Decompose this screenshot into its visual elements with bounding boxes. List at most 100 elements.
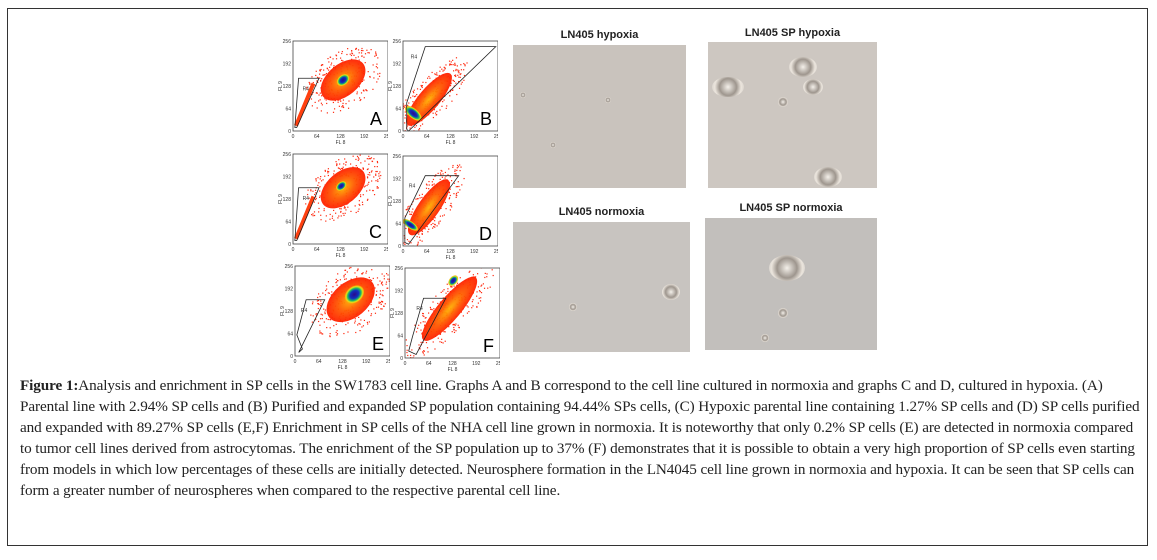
x-tick-label: 128 xyxy=(336,134,345,140)
x-axis-label: FL 8 xyxy=(448,367,458,372)
gate-label: R4 xyxy=(303,196,310,202)
x-tick-label: 256 xyxy=(386,359,390,365)
gate-r4 xyxy=(296,299,326,353)
y-tick-label: 0 xyxy=(398,244,401,250)
neurosphere xyxy=(605,97,611,103)
photo-title-hypoxia: LN405 hypoxia xyxy=(560,29,639,41)
y-tick-label: 128 xyxy=(285,309,294,315)
y-tick-label: 64 xyxy=(395,107,401,113)
y-tick-label: 64 xyxy=(397,334,403,340)
x-tick-label: 192 xyxy=(360,134,369,140)
x-tick-label: 64 xyxy=(424,249,430,255)
x-tick-label: 0 xyxy=(292,247,295,253)
y-tick-label: 64 xyxy=(395,222,401,228)
panel-letter: C xyxy=(369,222,382,242)
x-tick-label: 192 xyxy=(472,361,481,367)
plot-axes xyxy=(292,153,388,245)
x-tick-label: 64 xyxy=(316,359,322,365)
x-tick-label: 128 xyxy=(338,359,347,365)
neurosphere xyxy=(520,92,526,98)
y-tick-label: 192 xyxy=(393,177,402,183)
flow-plot-d: R4 00 64 64 128 128 192 192 256 256 FL 8 FL 9 D xyxy=(388,154,498,260)
y-tick-label: 256 xyxy=(393,154,402,160)
caption-label: Figure 1: xyxy=(20,377,79,394)
panel-letter: F xyxy=(483,336,494,356)
y-tick-label: 256 xyxy=(283,152,292,158)
caption-text: Analysis and enrichment in SP cells in t… xyxy=(20,377,1140,499)
x-tick-label: 192 xyxy=(470,134,479,140)
panel-letter: A xyxy=(370,109,382,129)
neurosphere xyxy=(778,97,788,107)
photo-ln405-normoxia xyxy=(513,222,690,352)
y-tick-label: 192 xyxy=(393,62,402,68)
photo-title-sp-normoxia: LN405 SP normoxia xyxy=(739,202,843,214)
neurosphere xyxy=(550,142,556,148)
panel-letter: B xyxy=(480,109,492,129)
y-tick-label: 192 xyxy=(283,175,292,181)
gate-r4 xyxy=(294,187,320,241)
neurosphere xyxy=(769,255,805,281)
y-axis-label: FL 9 xyxy=(278,194,284,204)
y-tick-label: 64 xyxy=(285,220,291,226)
y-tick-label: 0 xyxy=(400,356,403,362)
photo-title-normoxia: LN405 normoxia xyxy=(558,206,645,218)
gate-label: R4 xyxy=(301,308,308,314)
x-tick-label: 128 xyxy=(446,134,455,140)
y-tick-label: 0 xyxy=(398,129,401,135)
neurosphere xyxy=(814,167,842,187)
x-tick-label: 256 xyxy=(384,247,388,253)
x-axis-label: FL 8 xyxy=(446,255,456,260)
x-tick-label: 0 xyxy=(404,361,407,367)
y-axis-label: FL 9 xyxy=(280,306,286,316)
panel-letter: E xyxy=(372,334,384,354)
y-axis-label: FL 9 xyxy=(278,81,284,91)
x-tick-label: 64 xyxy=(426,361,432,367)
flow-plot-a: R4 00 64 64 128 128 192 192 256 256 FL 8 FL 9 A xyxy=(278,39,388,145)
y-tick-label: 256 xyxy=(285,264,294,270)
neurosphere xyxy=(712,77,744,97)
neurosphere xyxy=(778,308,788,318)
x-axis-label: FL 8 xyxy=(446,140,456,145)
plot-axes xyxy=(404,267,500,359)
y-tick-label: 0 xyxy=(290,354,293,360)
y-tick-label: 128 xyxy=(393,84,402,90)
flow-plot-c: R4 00 64 64 128 128 192 192 256 256 FL 8 FL 9 C xyxy=(278,152,388,258)
x-tick-label: 0 xyxy=(402,249,405,255)
photo-ln405-sp-hypoxia xyxy=(708,42,877,188)
y-tick-label: 64 xyxy=(287,332,293,338)
x-tick-label: 128 xyxy=(446,249,455,255)
y-axis-label: FL 9 xyxy=(390,308,396,318)
gate-r4 xyxy=(404,175,460,245)
y-tick-label: 128 xyxy=(283,84,292,90)
gate-label: R4 xyxy=(409,184,416,190)
photo-ln405-hypoxia xyxy=(513,45,686,188)
x-tick-label: 0 xyxy=(292,134,295,140)
x-tick-label: 256 xyxy=(496,361,500,367)
gate-r4 xyxy=(408,297,447,356)
y-tick-label: 64 xyxy=(285,107,291,113)
plot-axes xyxy=(292,40,388,132)
x-tick-label: 64 xyxy=(314,134,320,140)
flow-plot-f: R4 00 64 64 128 128 192 192 256 256 FL 8 FL 9 F xyxy=(390,266,500,372)
x-tick-label: 128 xyxy=(336,247,345,253)
y-tick-label: 128 xyxy=(395,311,404,317)
x-tick-label: 0 xyxy=(294,359,297,365)
panel-letter: D xyxy=(479,224,492,244)
plot-axes xyxy=(402,40,498,132)
y-axis-label: FL 9 xyxy=(388,81,394,91)
x-tick-label: 0 xyxy=(402,134,405,140)
gate-label: R4 xyxy=(303,86,310,92)
neurosphere xyxy=(803,79,823,95)
x-tick-label: 192 xyxy=(360,247,369,253)
x-tick-label: 64 xyxy=(424,134,430,140)
y-tick-label: 192 xyxy=(283,62,292,68)
x-tick-label: 256 xyxy=(494,134,498,140)
photo-ln405-sp-normoxia xyxy=(705,218,877,350)
x-axis-label: FL 8 xyxy=(336,253,346,258)
gate-label: R4 xyxy=(416,306,423,312)
figure-caption: Figure 1:Analysis and enrichment in SP c… xyxy=(20,375,1140,501)
y-tick-label: 192 xyxy=(395,289,404,295)
flow-plot-b: R4 00 64 64 128 128 192 192 256 256 FL 8 FL 9 B xyxy=(388,39,498,145)
x-tick-label: 128 xyxy=(448,361,457,367)
flow-plot-e: R4 00 64 64 128 128 192 192 256 256 FL 8 FL 9 E xyxy=(280,264,390,370)
